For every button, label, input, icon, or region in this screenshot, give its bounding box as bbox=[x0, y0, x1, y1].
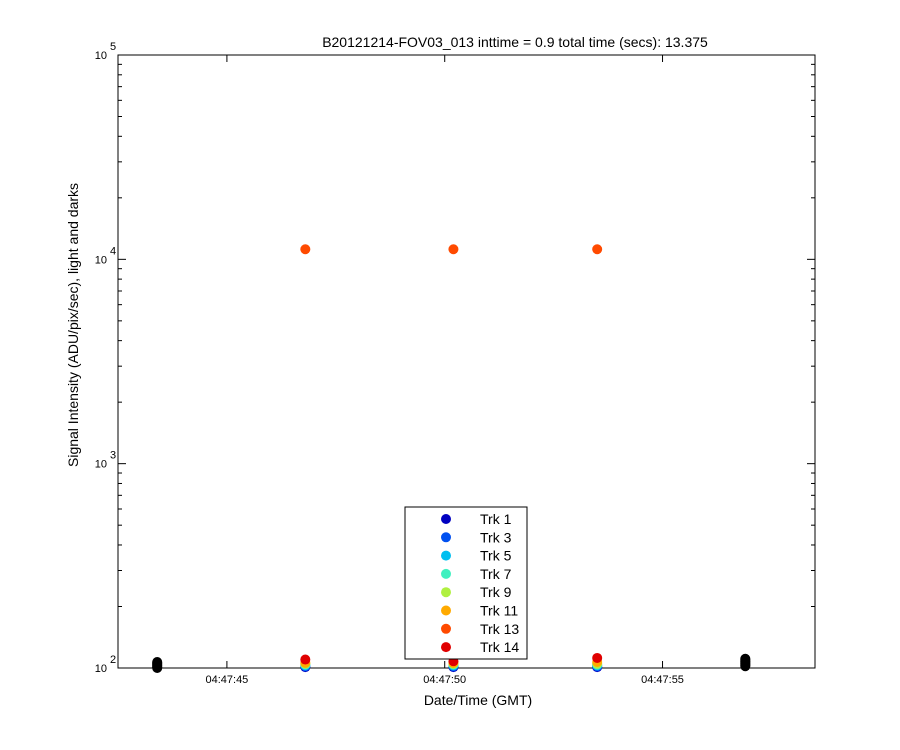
y-tick-label: 103 bbox=[95, 450, 116, 471]
legend-label: Trk 9 bbox=[480, 584, 512, 600]
legend-marker bbox=[441, 605, 451, 616]
data-point bbox=[448, 244, 459, 255]
minor-ticks bbox=[118, 63, 815, 607]
legend-label: Trk 7 bbox=[480, 566, 512, 582]
legend-marker bbox=[441, 568, 451, 579]
legend-marker bbox=[441, 550, 451, 561]
legend-box bbox=[404, 506, 528, 660]
legend-marker bbox=[441, 623, 451, 634]
legend-item: Trk 13 bbox=[441, 621, 519, 637]
y-tick-label: 102 bbox=[95, 654, 116, 675]
legend-label: Trk 3 bbox=[480, 529, 512, 545]
legend-item: Trk 7 bbox=[441, 566, 512, 582]
x-axis-label: Date/Time (GMT) bbox=[424, 692, 532, 708]
legend-item: Trk 1 bbox=[441, 511, 512, 527]
x-tick-label: 04:47:45 bbox=[205, 674, 248, 686]
dark-point bbox=[740, 653, 751, 664]
legend-label: Trk 5 bbox=[480, 548, 512, 564]
y-tick-exponent: 3 bbox=[110, 450, 116, 462]
legend-item: Trk 11 bbox=[441, 603, 518, 619]
y-tick-base: 10 bbox=[95, 663, 107, 675]
legend-label: Trk 11 bbox=[480, 603, 518, 619]
legend-label: Trk 13 bbox=[480, 621, 519, 637]
legend-marker bbox=[441, 587, 451, 598]
x-tick-label: 04:47:50 bbox=[423, 674, 466, 686]
y-axis-label: Signal Intensity (ADU/pix/sec), light an… bbox=[65, 183, 81, 467]
x-axis-ticks: 04:47:45 04:47:50 04:47:55 bbox=[205, 55, 684, 686]
legend-label: Trk 1 bbox=[480, 511, 512, 527]
y-tick-exponent: 4 bbox=[110, 245, 116, 257]
x-tick-label: 04:47:55 bbox=[641, 674, 684, 686]
y-tick-base: 10 bbox=[95, 254, 107, 266]
legend-marker bbox=[441, 532, 451, 543]
y-tick-label: 105 bbox=[95, 41, 116, 62]
y-tick-exponent: 2 bbox=[110, 654, 116, 666]
dark-point bbox=[152, 656, 163, 667]
chart-title: B20121214-FOV03_013 inttime = 0.9 total … bbox=[322, 34, 708, 50]
legend-item: Trk 5 bbox=[441, 548, 512, 564]
legend-item: Trk 14 bbox=[441, 639, 519, 655]
legend-marker bbox=[441, 642, 451, 653]
data-point bbox=[592, 652, 603, 663]
legend: Trk 1 Trk 3 Trk 5 Trk 7 Trk 9 Trk 11 Trk 13 Trk… bbox=[404, 506, 528, 660]
y-tick-base: 10 bbox=[95, 459, 107, 471]
data-point bbox=[300, 244, 311, 255]
legend-item: Trk 3 bbox=[441, 529, 512, 545]
legend-item: Trk 9 bbox=[441, 584, 512, 600]
y-tick-exponent: 5 bbox=[110, 41, 116, 53]
y-tick-label: 104 bbox=[95, 245, 116, 266]
data-points bbox=[152, 244, 751, 673]
data-point bbox=[300, 654, 311, 665]
y-tick-base: 10 bbox=[95, 50, 107, 62]
legend-label: Trk 14 bbox=[480, 639, 519, 655]
data-point bbox=[592, 244, 603, 255]
legend-marker bbox=[441, 514, 451, 524]
